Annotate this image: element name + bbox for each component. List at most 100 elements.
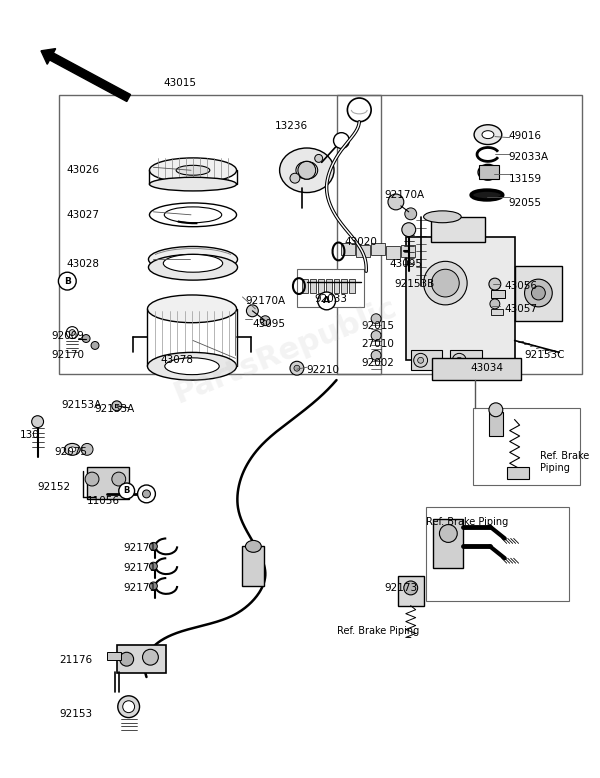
Ellipse shape: [474, 124, 502, 145]
Bar: [431, 359, 521, 380]
Text: 27010: 27010: [361, 338, 394, 349]
Bar: [411, 350, 442, 370]
Text: 92171: 92171: [124, 583, 157, 593]
Ellipse shape: [149, 158, 236, 183]
Bar: [451, 350, 482, 370]
Circle shape: [123, 701, 134, 713]
Ellipse shape: [482, 131, 494, 138]
Circle shape: [424, 261, 467, 305]
Text: 43095: 43095: [389, 259, 422, 269]
Circle shape: [371, 314, 381, 324]
Bar: [59, 95, 381, 374]
Text: 92055: 92055: [509, 198, 542, 208]
Text: 130: 130: [20, 429, 40, 440]
Circle shape: [58, 272, 76, 290]
Circle shape: [315, 155, 323, 163]
Ellipse shape: [164, 207, 221, 223]
Text: 49016: 49016: [509, 131, 542, 141]
Bar: [479, 165, 499, 179]
Bar: [326, 279, 332, 293]
Text: 43020: 43020: [344, 237, 377, 247]
Circle shape: [402, 223, 416, 237]
Bar: [341, 243, 355, 255]
Bar: [491, 309, 503, 315]
Circle shape: [143, 650, 158, 665]
Text: 92171: 92171: [124, 563, 157, 573]
Circle shape: [414, 353, 428, 367]
Circle shape: [294, 365, 300, 371]
Circle shape: [439, 524, 457, 542]
Ellipse shape: [149, 177, 236, 191]
Circle shape: [81, 443, 93, 455]
Bar: [507, 467, 529, 479]
Circle shape: [149, 542, 157, 550]
Bar: [334, 279, 340, 293]
Circle shape: [334, 133, 349, 149]
Text: 43056: 43056: [505, 281, 538, 291]
Bar: [356, 244, 370, 258]
Bar: [87, 467, 128, 499]
Ellipse shape: [280, 148, 334, 192]
Bar: [297, 269, 364, 307]
Circle shape: [388, 194, 404, 210]
Bar: [349, 279, 355, 293]
Ellipse shape: [424, 211, 461, 223]
Ellipse shape: [165, 358, 219, 375]
Bar: [337, 95, 582, 374]
Bar: [425, 506, 569, 601]
Bar: [489, 412, 503, 436]
Text: 43095: 43095: [253, 319, 286, 329]
Bar: [242, 546, 264, 586]
Text: 92152: 92152: [38, 482, 71, 492]
Circle shape: [32, 415, 44, 428]
Text: 92153C: 92153C: [524, 350, 565, 360]
Circle shape: [524, 279, 552, 307]
Text: B: B: [64, 277, 71, 286]
Bar: [431, 217, 485, 241]
Circle shape: [371, 331, 381, 341]
Text: 92015: 92015: [361, 321, 394, 331]
Bar: [371, 243, 385, 255]
Ellipse shape: [69, 447, 76, 452]
Circle shape: [290, 173, 300, 183]
Circle shape: [317, 292, 335, 310]
Text: Ref. Brake Piping: Ref. Brake Piping: [425, 517, 508, 527]
Circle shape: [247, 305, 259, 317]
Circle shape: [431, 269, 459, 297]
Text: 43028: 43028: [67, 259, 100, 269]
Text: 92170: 92170: [52, 350, 85, 360]
Bar: [341, 279, 347, 293]
Text: 92153: 92153: [59, 709, 92, 719]
Circle shape: [112, 472, 125, 486]
FancyArrow shape: [41, 48, 131, 101]
Text: 43027: 43027: [67, 210, 100, 220]
Circle shape: [290, 361, 304, 375]
Text: 92210: 92210: [307, 365, 340, 375]
Bar: [302, 279, 308, 293]
Circle shape: [298, 161, 316, 179]
Circle shape: [120, 652, 134, 666]
Ellipse shape: [176, 165, 210, 175]
Circle shape: [489, 403, 503, 417]
Bar: [515, 266, 562, 321]
Text: 92153A: 92153A: [94, 404, 134, 414]
Circle shape: [347, 98, 371, 122]
Ellipse shape: [471, 190, 503, 200]
Ellipse shape: [148, 247, 238, 272]
Circle shape: [149, 582, 157, 590]
Circle shape: [489, 279, 501, 290]
Circle shape: [452, 353, 466, 367]
Circle shape: [456, 357, 462, 363]
Circle shape: [91, 342, 99, 349]
Text: B: B: [124, 486, 130, 496]
Ellipse shape: [149, 203, 236, 226]
Ellipse shape: [296, 161, 317, 179]
Text: 43015: 43015: [163, 79, 196, 88]
Text: 92170A: 92170A: [384, 190, 424, 200]
Circle shape: [149, 562, 157, 570]
Text: 92009: 92009: [52, 331, 85, 341]
Circle shape: [137, 485, 155, 503]
Ellipse shape: [245, 541, 261, 552]
Text: 13236: 13236: [275, 121, 308, 131]
Circle shape: [67, 327, 78, 338]
